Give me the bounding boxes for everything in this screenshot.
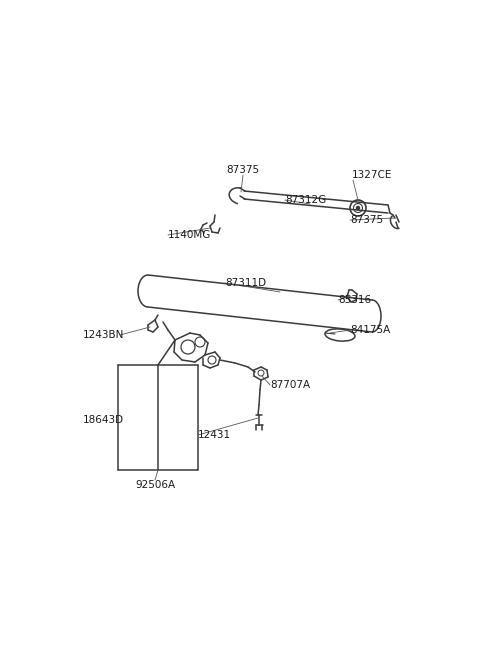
Text: 85316: 85316: [338, 295, 371, 305]
Text: 87375: 87375: [227, 165, 260, 175]
Text: 1327CE: 1327CE: [352, 170, 392, 180]
Text: 92506A: 92506A: [135, 480, 175, 490]
Text: 87707A: 87707A: [270, 380, 310, 390]
Text: 84175A: 84175A: [350, 325, 390, 335]
Text: 87312G: 87312G: [285, 195, 326, 205]
Text: 87311D: 87311D: [225, 278, 266, 288]
Text: 87375: 87375: [350, 215, 383, 225]
Text: 1243BN: 1243BN: [83, 330, 124, 340]
Circle shape: [357, 206, 360, 210]
Text: 12431: 12431: [198, 430, 231, 440]
Text: 18643D: 18643D: [83, 415, 124, 425]
Text: 1140MG: 1140MG: [168, 230, 211, 240]
